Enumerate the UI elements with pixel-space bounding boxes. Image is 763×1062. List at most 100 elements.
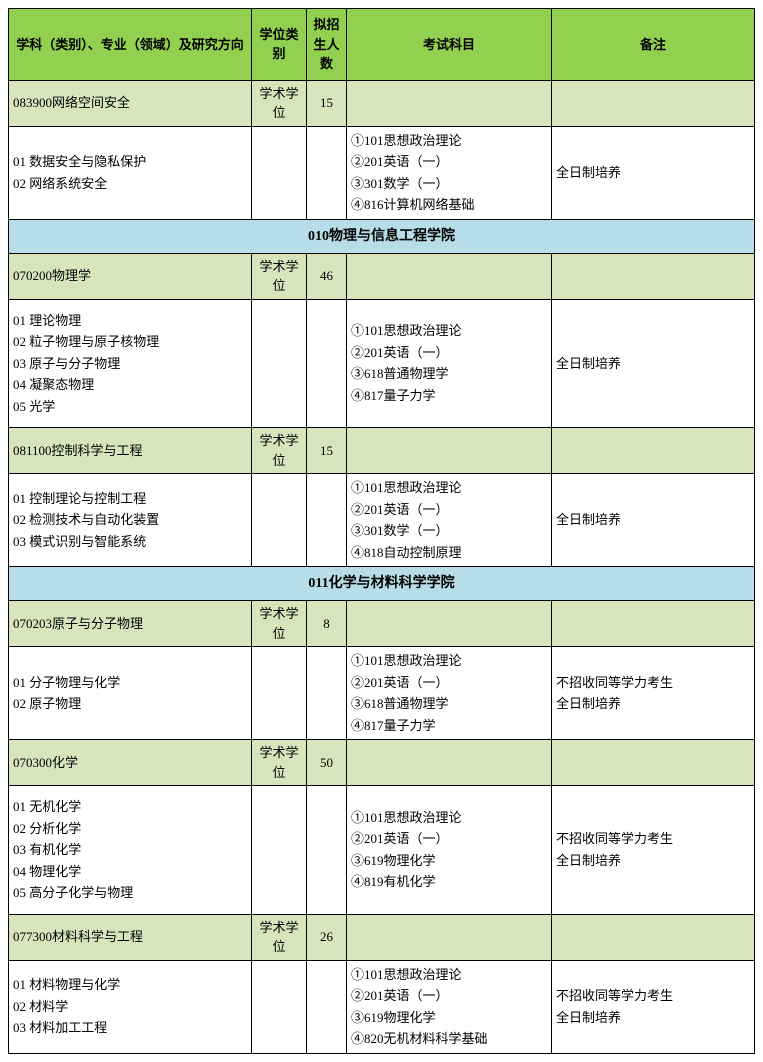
direction-line: 03 有机化学 [13, 839, 247, 861]
exam-line: ②201英语（一） [351, 672, 547, 694]
exams-cell: ①101思想政治理论②201英语（一）③618普通物理学④817量子力学 [347, 299, 552, 428]
exam-line: ①101思想政治理论 [351, 320, 547, 342]
directions-cell: 01 无机化学02 分析化学03 有机化学04 物理化学05 高分子化学与物理 [9, 786, 252, 915]
exams-cell: ①101思想政治理论②201英语（一）③619物理化学④820无机材料科学基础 [347, 960, 552, 1053]
section-title: 011化学与材料科学学院 [9, 567, 755, 601]
exams-cell: ①101思想政治理论②201英语（一）③301数学（一）④818自动控制原理 [347, 474, 552, 567]
empty-cell [552, 428, 755, 474]
quota: 50 [307, 740, 347, 786]
direction-line: 01 控制理论与控制工程 [13, 488, 247, 510]
empty-cell [307, 786, 347, 915]
direction-line: 03 原子与分子物理 [13, 353, 247, 375]
exam-line: ④817量子力学 [351, 715, 547, 737]
subject-row: 070300化学学术学位50 [9, 740, 755, 786]
exam-line: ③619物理化学 [351, 1007, 547, 1029]
exam-line: ③619物理化学 [351, 850, 547, 872]
exam-line: ③618普通物理学 [351, 363, 547, 385]
empty-cell [252, 960, 307, 1053]
direction-line: 02 分析化学 [13, 818, 247, 840]
degree-type: 学术学位 [252, 740, 307, 786]
degree-type: 学术学位 [252, 253, 307, 299]
degree-type: 学术学位 [252, 80, 307, 126]
empty-cell [552, 601, 755, 647]
empty-cell [307, 474, 347, 567]
direction-line: 02 原子物理 [13, 693, 247, 715]
direction-line: 01 材料物理与化学 [13, 974, 247, 996]
quota: 15 [307, 80, 347, 126]
table-header-row: 学科（类别）、专业（领域）及研究方向 学位类别 拟招生人数 考试科目 备注 [9, 9, 755, 81]
direction-line: 01 无机化学 [13, 796, 247, 818]
subject-code-name: 077300材料科学与工程 [9, 914, 252, 960]
exam-line: ④819有机化学 [351, 871, 547, 893]
direction-line: 03 模式识别与智能系统 [13, 531, 247, 553]
remark-line: 不招收同等学力考生 [556, 985, 750, 1007]
exam-line: ②201英语（一） [351, 151, 547, 173]
exam-line: ②201英语（一） [351, 342, 547, 364]
detail-row: 01 数据安全与隐私保护02 网络系统安全①101思想政治理论②201英语（一）… [9, 126, 755, 219]
direction-line: 02 粒子物理与原子核物理 [13, 331, 247, 353]
direction-line: 02 材料学 [13, 996, 247, 1018]
exam-line: ④817量子力学 [351, 385, 547, 407]
subject-code-name: 070200物理学 [9, 253, 252, 299]
quota: 15 [307, 428, 347, 474]
exam-line: ③301数学（一） [351, 520, 547, 542]
empty-cell [552, 80, 755, 126]
exams-cell: ①101思想政治理论②201英语（一）③619物理化学④819有机化学 [347, 786, 552, 915]
detail-row: 01 控制理论与控制工程02 检测技术与自动化装置03 模式识别与智能系统①10… [9, 474, 755, 567]
subject-code-name: 081100控制科学与工程 [9, 428, 252, 474]
subject-row: 070203原子与分子物理学术学位8 [9, 601, 755, 647]
remark-line: 全日制培养 [556, 850, 750, 872]
empty-cell [252, 647, 307, 740]
exam-line: ①101思想政治理论 [351, 807, 547, 829]
remarks-cell: 全日制培养 [552, 299, 755, 428]
subject-row: 081100控制科学与工程学术学位15 [9, 428, 755, 474]
direction-line: 02 网络系统安全 [13, 173, 247, 195]
subject-row: 077300材料科学与工程学术学位26 [9, 914, 755, 960]
empty-cell [252, 786, 307, 915]
header-degree: 学位类别 [252, 9, 307, 81]
exam-line: ①101思想政治理论 [351, 130, 547, 152]
exam-line: ④816计算机网络基础 [351, 194, 547, 216]
subject-code-name: 083900网络空间安全 [9, 80, 252, 126]
remarks-cell: 不招收同等学力考生全日制培养 [552, 960, 755, 1053]
direction-line: 01 理论物理 [13, 310, 247, 332]
exam-line: ①101思想政治理论 [351, 964, 547, 986]
exam-line: ④820无机材料科学基础 [351, 1028, 547, 1050]
directions-cell: 01 分子物理与化学02 原子物理 [9, 647, 252, 740]
header-subject: 学科（类别）、专业（领域）及研究方向 [9, 9, 252, 81]
exam-line: ③618普通物理学 [351, 693, 547, 715]
degree-type: 学术学位 [252, 601, 307, 647]
exam-line: ②201英语（一） [351, 828, 547, 850]
directions-cell: 01 材料物理与化学02 材料学03 材料加工工程 [9, 960, 252, 1053]
empty-cell [552, 914, 755, 960]
empty-cell [347, 740, 552, 786]
section-title: 010物理与信息工程学院 [9, 219, 755, 253]
empty-cell [347, 914, 552, 960]
remark-line: 全日制培养 [556, 162, 750, 184]
subject-code-name: 070300化学 [9, 740, 252, 786]
direction-line: 05 高分子化学与物理 [13, 882, 247, 904]
empty-cell [252, 474, 307, 567]
direction-line: 04 物理化学 [13, 861, 247, 883]
remark-line: 全日制培养 [556, 353, 750, 375]
detail-row: 01 无机化学02 分析化学03 有机化学04 物理化学05 高分子化学与物理 ①… [9, 786, 755, 915]
exam-line: ①101思想政治理论 [351, 650, 547, 672]
direction-line: 01 分子物理与化学 [13, 672, 247, 694]
exam-line: ②201英语（一） [351, 499, 547, 521]
degree-type: 学术学位 [252, 914, 307, 960]
header-quota: 拟招生人数 [307, 9, 347, 81]
directions-cell: 01 理论物理02 粒子物理与原子核物理03 原子与分子物理04 凝聚态物理05… [9, 299, 252, 428]
header-exam: 考试科目 [347, 9, 552, 81]
remarks-cell: 不招收同等学力考生全日制培养 [552, 786, 755, 915]
remark-line: 全日制培养 [556, 693, 750, 715]
section-header-row: 011化学与材料科学学院 [9, 567, 755, 601]
remarks-cell: 全日制培养 [552, 474, 755, 567]
exams-cell: ①101思想政治理论②201英语（一）③301数学（一）④816计算机网络基础 [347, 126, 552, 219]
direction-line: 04 凝聚态物理 [13, 374, 247, 396]
empty-cell [347, 428, 552, 474]
direction-line: 05 光学 [13, 396, 247, 418]
admissions-table: 学科（类别）、专业（领域）及研究方向 学位类别 拟招生人数 考试科目 备注 08… [8, 8, 755, 1054]
subject-row: 070200物理学学术学位46 [9, 253, 755, 299]
header-remark: 备注 [552, 9, 755, 81]
exam-line: ③301数学（一） [351, 173, 547, 195]
